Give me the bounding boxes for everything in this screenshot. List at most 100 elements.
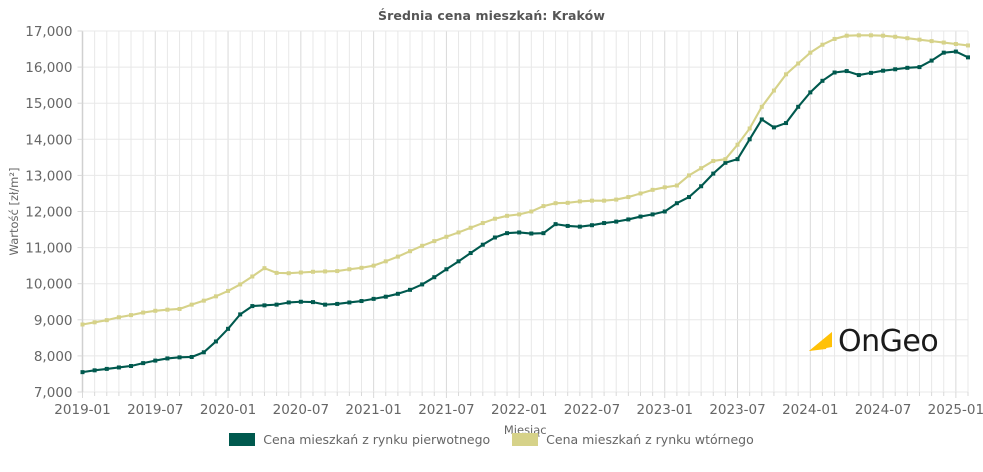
series-marker bbox=[347, 300, 352, 305]
ongeo-watermark: OnGeo bbox=[806, 324, 939, 359]
series-marker bbox=[201, 350, 206, 355]
series-marker bbox=[723, 160, 728, 165]
series-marker bbox=[771, 125, 776, 130]
series-marker bbox=[638, 214, 643, 219]
series-marker bbox=[953, 41, 958, 46]
y-axis-tick-label: 12,000 bbox=[25, 205, 72, 221]
series-marker bbox=[104, 318, 109, 323]
series-marker bbox=[250, 274, 255, 279]
y-axis-tick-labels: 7,000 8,000 9,000 10,000 11,000 12,000 13,000 1… bbox=[25, 24, 72, 401]
series-marker bbox=[371, 263, 376, 268]
series-marker bbox=[456, 230, 461, 235]
y-axis-tick-label: 7,000 bbox=[34, 385, 73, 401]
series-marker bbox=[116, 315, 121, 320]
series-marker bbox=[335, 269, 340, 274]
series-marker bbox=[723, 157, 728, 162]
series-marker bbox=[456, 259, 461, 264]
legend-item-primary[interactable]: Cena mieszkań z rynku pierwotnego bbox=[229, 432, 490, 447]
series-marker bbox=[80, 322, 85, 327]
series-marker bbox=[565, 223, 570, 228]
series-marker bbox=[432, 239, 437, 244]
series-marker bbox=[213, 294, 218, 299]
watermark-label: OnGeo bbox=[838, 324, 939, 359]
series-marker bbox=[104, 366, 109, 371]
series-marker bbox=[238, 312, 243, 317]
series-marker bbox=[820, 42, 825, 47]
series-marker bbox=[420, 282, 425, 287]
series-marker bbox=[505, 213, 510, 218]
series-marker bbox=[687, 173, 692, 178]
series-line bbox=[81, 34, 970, 326]
series-marker bbox=[589, 198, 594, 203]
series-marker bbox=[250, 304, 255, 309]
series-marker bbox=[577, 224, 582, 229]
series-marker bbox=[747, 137, 752, 142]
series-marker bbox=[565, 200, 570, 205]
series-marker bbox=[868, 70, 873, 75]
y-axis-tick-label: 16,000 bbox=[25, 60, 72, 76]
series-marker bbox=[784, 121, 789, 126]
series-marker bbox=[153, 308, 158, 313]
series-marker bbox=[844, 69, 849, 74]
x-axis-tick-label: 2023-07 bbox=[709, 402, 765, 418]
series-marker bbox=[820, 78, 825, 83]
y-axis-tick-label: 9,000 bbox=[34, 313, 73, 329]
series-marker bbox=[893, 67, 898, 72]
series-marker bbox=[905, 36, 910, 41]
y-axis-tick-label: 17,000 bbox=[25, 24, 72, 40]
series-marker bbox=[92, 368, 97, 373]
series-marker bbox=[177, 306, 182, 311]
series-marker bbox=[262, 303, 267, 308]
legend-label-secondary: Cena mieszkań z rynku wtórnego bbox=[546, 432, 754, 447]
series-marker bbox=[165, 356, 170, 361]
series-marker bbox=[735, 142, 740, 147]
series-marker bbox=[383, 294, 388, 299]
series-marker bbox=[371, 296, 376, 301]
series-marker bbox=[868, 33, 873, 38]
data-series-primary bbox=[80, 49, 970, 375]
legend-item-secondary[interactable]: Cena mieszkań z rynku wtórnego bbox=[512, 432, 754, 447]
series-marker bbox=[468, 225, 473, 230]
series-marker bbox=[323, 269, 328, 274]
series-marker bbox=[129, 313, 134, 318]
series-marker bbox=[432, 275, 437, 280]
series-marker bbox=[699, 184, 704, 189]
series-marker bbox=[529, 231, 534, 236]
series-marker bbox=[323, 302, 328, 307]
series-marker bbox=[153, 358, 158, 363]
x-axis-tick-label: 2021-01 bbox=[345, 402, 401, 418]
series-marker bbox=[602, 221, 607, 226]
x-axis-tick-label: 2024-01 bbox=[782, 402, 838, 418]
series-marker bbox=[541, 204, 546, 209]
series-marker bbox=[759, 117, 764, 122]
series-marker bbox=[359, 265, 364, 270]
series-marker bbox=[359, 299, 364, 304]
series-marker bbox=[856, 73, 861, 78]
series-marker bbox=[674, 201, 679, 206]
series-marker bbox=[529, 209, 534, 214]
series-marker bbox=[517, 212, 522, 217]
series-marker bbox=[771, 88, 776, 93]
x-axis-tick-labels: 2019-01 2019-07 2020-01 2020-07 2021-01 2021-… bbox=[54, 402, 983, 418]
series-marker bbox=[262, 266, 267, 271]
series-marker bbox=[213, 339, 218, 344]
x-axis-tick-label: 2019-07 bbox=[127, 402, 183, 418]
x-axis-tick-label: 2025-01 bbox=[928, 402, 983, 418]
legend-swatch-secondary bbox=[512, 433, 539, 446]
series-marker bbox=[589, 223, 594, 228]
series-marker bbox=[687, 195, 692, 200]
y-axis-tick-label: 14,000 bbox=[25, 132, 72, 148]
series-marker bbox=[395, 254, 400, 259]
series-marker bbox=[784, 72, 789, 77]
chart-legend: Cena mieszkań z rynku pierwotnego Cena m… bbox=[0, 432, 983, 447]
series-marker bbox=[408, 287, 413, 292]
series-marker bbox=[893, 34, 898, 39]
series-marker bbox=[541, 231, 546, 236]
x-axis-tick-label: 2021-07 bbox=[418, 402, 474, 418]
series-marker bbox=[274, 302, 279, 307]
series-marker bbox=[905, 65, 910, 70]
series-marker bbox=[929, 58, 934, 63]
series-marker bbox=[626, 195, 631, 200]
series-marker bbox=[201, 298, 206, 303]
